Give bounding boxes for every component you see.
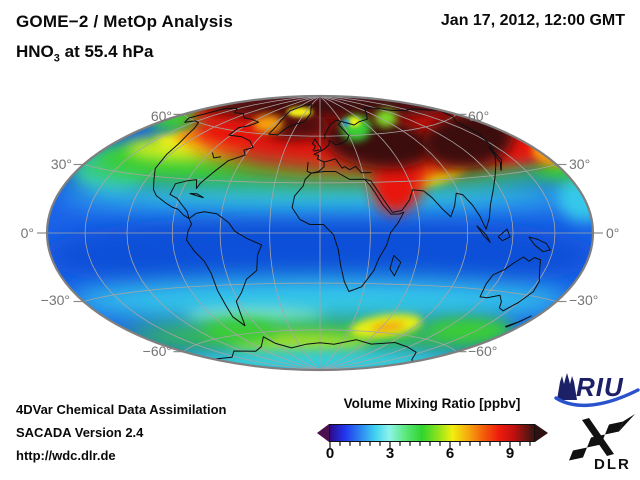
- map-boundary: [45, 94, 595, 372]
- credit-line-3: http://wdc.dlr.de: [16, 448, 116, 463]
- colorbar-right-arrow-icon: [535, 424, 548, 442]
- riu-logo-text: RIU: [576, 372, 624, 402]
- colorbar: Volume Mixing Ratio [ppbv] 0 3 6 9: [316, 396, 548, 468]
- colorbar-tick-6: 6: [445, 445, 455, 462]
- lat-label-left-m30: −30°: [40, 292, 70, 308]
- lat-label-right-0: 0°: [606, 225, 620, 241]
- figure-title: GOME−2 / MetOp Analysis: [16, 12, 234, 31]
- pressure-level-label: at 55.4 hPa: [59, 42, 154, 61]
- lat-label-left-60: 60°: [150, 108, 172, 124]
- riu-logo: RIU: [554, 370, 640, 414]
- riu-cathedral-wave-icon: [554, 373, 640, 407]
- species-name: HNO: [16, 42, 54, 61]
- credits-block: 4DVar Chemical Data Assimilation SACADA …: [16, 398, 227, 467]
- colorbar-gradient-bar: [329, 424, 535, 442]
- lat-label-left-0: 0°: [20, 225, 34, 241]
- coastlines: [153, 103, 551, 363]
- dlr-logo: DLR: [568, 414, 638, 478]
- datetime-label: Jan 17, 2012, 12:00 GMT: [440, 12, 625, 29]
- colorbar-tick-3: 3: [385, 445, 395, 462]
- lat-tick-marks: [37, 113, 603, 353]
- dlr-star-icon: [569, 414, 635, 461]
- cathedral-icon: [557, 373, 577, 400]
- credit-line-2: SACADA Version 2.4: [16, 425, 144, 440]
- lat-label-right-m60: −60°: [468, 343, 498, 359]
- colorbar-bar-row: [317, 424, 548, 442]
- colorbar-left-arrow-icon: [317, 424, 329, 442]
- dlr-logo-text: DLR: [594, 456, 631, 473]
- species-subscript: 3: [53, 52, 60, 65]
- lat-label-left-30: 30°: [50, 156, 72, 172]
- colorbar-tick-9: 9: [505, 445, 515, 462]
- wave-icon: [554, 388, 640, 407]
- credit-line-1: 4DVar Chemical Data Assimilation: [16, 402, 227, 417]
- colorbar-tick-0: 0: [325, 445, 335, 462]
- colorbar-title: Volume Mixing Ratio [ppbv]: [343, 396, 521, 411]
- colorbar-tick-marks: [329, 442, 531, 449]
- lat-label-right-60: 60°: [468, 108, 490, 124]
- figure-subtitle: HNO3 at 55.4 hPa: [16, 42, 153, 64]
- lat-label-left-m60: −60°: [142, 343, 172, 359]
- lat-label-right-m30: −30°: [569, 292, 599, 308]
- lat-label-right-30: 30°: [569, 156, 591, 172]
